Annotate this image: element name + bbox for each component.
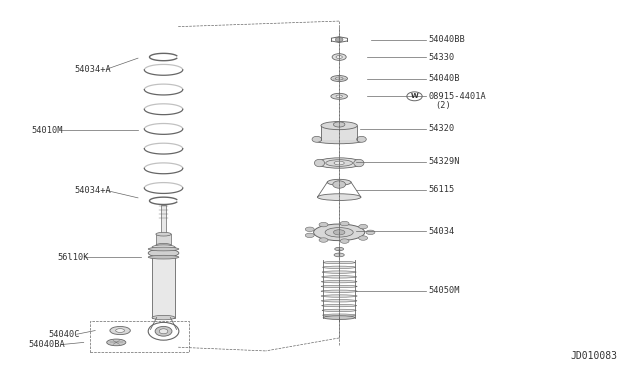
Text: 54040BA: 54040BA (29, 340, 65, 349)
Ellipse shape (148, 255, 179, 259)
Ellipse shape (322, 271, 356, 273)
Circle shape (155, 326, 172, 336)
Ellipse shape (317, 194, 361, 201)
Text: 08915-4401A: 08915-4401A (429, 92, 486, 101)
Ellipse shape (305, 233, 314, 238)
Text: 54010M: 54010M (31, 126, 63, 135)
Ellipse shape (327, 179, 351, 185)
Ellipse shape (156, 232, 172, 236)
Ellipse shape (331, 76, 348, 81)
Ellipse shape (319, 222, 328, 227)
Ellipse shape (335, 77, 343, 80)
Ellipse shape (321, 299, 357, 302)
Text: 54330: 54330 (429, 52, 455, 61)
Bar (161, 205, 166, 234)
Ellipse shape (321, 295, 357, 297)
Text: (2): (2) (435, 101, 451, 110)
Ellipse shape (356, 137, 366, 142)
Ellipse shape (107, 339, 126, 346)
Ellipse shape (315, 137, 364, 144)
Ellipse shape (322, 309, 356, 312)
Ellipse shape (321, 280, 357, 283)
Ellipse shape (340, 221, 349, 226)
Ellipse shape (326, 160, 353, 166)
Ellipse shape (354, 159, 364, 167)
Text: 54040C: 54040C (49, 330, 80, 339)
Bar (152, 247, 175, 318)
Ellipse shape (319, 238, 328, 242)
Ellipse shape (332, 54, 346, 60)
Ellipse shape (322, 276, 356, 278)
Ellipse shape (340, 239, 349, 243)
Text: 54034+A: 54034+A (74, 65, 111, 74)
Ellipse shape (156, 243, 172, 247)
Text: 54040B: 54040B (429, 74, 460, 83)
Ellipse shape (305, 227, 314, 231)
Ellipse shape (152, 245, 175, 249)
Ellipse shape (317, 158, 362, 168)
Ellipse shape (358, 224, 367, 229)
Ellipse shape (323, 314, 356, 316)
Ellipse shape (110, 327, 131, 335)
Ellipse shape (334, 253, 344, 257)
Bar (321, 126, 357, 140)
Ellipse shape (331, 93, 348, 99)
Ellipse shape (358, 236, 367, 240)
Ellipse shape (333, 122, 345, 127)
Ellipse shape (148, 247, 179, 251)
Text: 54320: 54320 (429, 124, 455, 133)
Ellipse shape (321, 285, 357, 288)
Ellipse shape (321, 122, 357, 130)
Ellipse shape (314, 159, 324, 167)
Ellipse shape (323, 266, 356, 269)
Circle shape (159, 329, 168, 334)
Ellipse shape (323, 261, 355, 264)
Ellipse shape (335, 247, 344, 251)
Circle shape (333, 181, 346, 188)
Circle shape (335, 37, 343, 42)
Ellipse shape (116, 329, 125, 333)
Text: 54050M: 54050M (429, 286, 460, 295)
Text: 56115: 56115 (429, 185, 455, 194)
Ellipse shape (314, 224, 365, 241)
Ellipse shape (321, 290, 357, 292)
Ellipse shape (322, 304, 356, 307)
Text: 54040BB: 54040BB (429, 35, 465, 44)
Ellipse shape (325, 228, 353, 237)
Ellipse shape (152, 315, 175, 320)
Ellipse shape (148, 249, 179, 257)
Bar (156, 234, 172, 245)
Ellipse shape (312, 137, 322, 142)
Ellipse shape (336, 55, 342, 58)
Ellipse shape (334, 161, 344, 165)
Text: JD010083: JD010083 (570, 351, 617, 361)
Bar (90, 321, 189, 352)
Ellipse shape (333, 230, 345, 235)
Ellipse shape (336, 95, 342, 97)
Text: 54329N: 54329N (429, 157, 460, 166)
Text: W: W (411, 93, 419, 99)
Text: 56l10K: 56l10K (57, 253, 88, 262)
Ellipse shape (323, 316, 355, 320)
Text: 54034+A: 54034+A (74, 186, 111, 195)
Text: 54034: 54034 (429, 227, 455, 236)
Ellipse shape (366, 230, 375, 235)
